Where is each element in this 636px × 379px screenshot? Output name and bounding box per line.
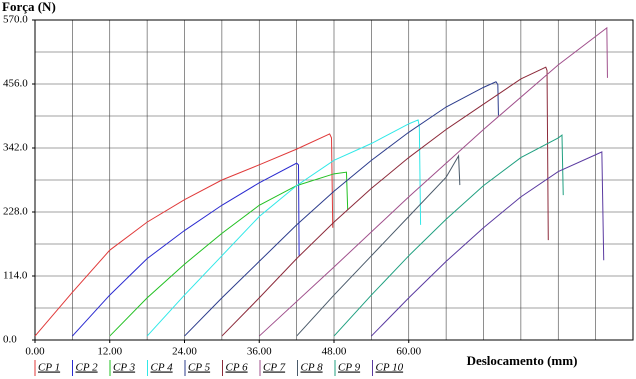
series-line (258, 26, 608, 337)
legend-label: CP 7 (263, 362, 286, 374)
series-line (371, 151, 605, 337)
legend-label: CP 2 (76, 362, 99, 374)
legend-label: CP 4 (151, 362, 174, 374)
series-line (146, 119, 422, 337)
x-axis-label: Deslocamento (mm) (467, 353, 578, 368)
legend-label: CP 3 (113, 362, 136, 374)
y-tick-label: 342.0 (3, 142, 28, 154)
legend-label: CP 8 (301, 362, 324, 374)
legend-label: CP 5 (188, 362, 211, 374)
legend-label: CP 10 (376, 362, 404, 374)
series-line (109, 171, 349, 337)
legend-label: CP 9 (338, 362, 361, 374)
series-line (34, 133, 334, 337)
legend-label: CP 1 (38, 362, 60, 374)
x-tick-label: 24.00 (172, 346, 197, 358)
legend-label: CP 6 (226, 362, 249, 374)
x-tick-label: 12.00 (97, 346, 122, 358)
y-tick-label: 114.0 (3, 270, 28, 282)
series-line (333, 134, 564, 337)
y-tick-label: 228.0 (3, 206, 28, 218)
x-tick-label: 48.00 (322, 346, 347, 358)
y-tick-label: 0.0 (3, 334, 17, 346)
y-tick-label: 570.0 (3, 14, 28, 26)
y-tick-label: 456.0 (3, 78, 28, 90)
x-tick-label: 0.00 (25, 346, 45, 358)
series-line (221, 66, 549, 337)
y-axis-label: Força (N) (2, 0, 56, 14)
series-line (72, 162, 300, 337)
series-line (184, 81, 499, 337)
x-tick-label: 36.00 (247, 346, 272, 358)
series-line (296, 154, 461, 337)
x-tick-label: 60.00 (396, 346, 421, 358)
